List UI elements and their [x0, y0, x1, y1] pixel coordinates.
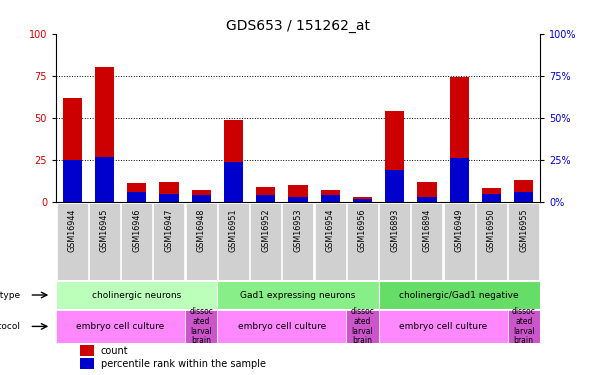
Text: GSM16944: GSM16944: [68, 208, 77, 252]
Text: protocol: protocol: [0, 322, 20, 331]
Text: dissoc
ated
larval
brain: dissoc ated larval brain: [189, 308, 213, 345]
FancyBboxPatch shape: [57, 203, 88, 280]
Text: percentile rank within the sample: percentile rank within the sample: [100, 358, 266, 369]
Text: cell type: cell type: [0, 291, 20, 300]
Bar: [80, 358, 94, 369]
Text: Gad1 expressing neurons: Gad1 expressing neurons: [240, 291, 356, 300]
Bar: [63, 160, 82, 202]
Bar: [353, 199, 372, 202]
Bar: [95, 68, 114, 202]
Bar: [289, 197, 307, 202]
FancyBboxPatch shape: [250, 203, 281, 280]
Text: cholinergic/Gad1 negative: cholinergic/Gad1 negative: [399, 291, 519, 300]
FancyBboxPatch shape: [314, 203, 346, 280]
Text: GSM16893: GSM16893: [390, 208, 399, 252]
Bar: [514, 180, 533, 202]
FancyBboxPatch shape: [411, 203, 442, 280]
Bar: [192, 190, 211, 202]
FancyBboxPatch shape: [186, 203, 217, 280]
FancyBboxPatch shape: [218, 203, 249, 280]
Bar: [95, 156, 114, 202]
Text: GSM16953: GSM16953: [293, 208, 303, 252]
FancyBboxPatch shape: [185, 310, 217, 343]
FancyBboxPatch shape: [217, 281, 379, 309]
Bar: [159, 182, 179, 202]
FancyBboxPatch shape: [89, 203, 120, 280]
Bar: [192, 195, 211, 202]
FancyBboxPatch shape: [508, 203, 539, 280]
Text: dissoc
ated
larval
brain: dissoc ated larval brain: [350, 308, 375, 345]
Bar: [417, 182, 437, 202]
Bar: [127, 192, 146, 202]
Text: cholinergic neurons: cholinergic neurons: [92, 291, 181, 300]
FancyBboxPatch shape: [283, 203, 313, 280]
FancyBboxPatch shape: [346, 310, 379, 343]
Text: GSM16952: GSM16952: [261, 208, 270, 252]
Text: GSM16954: GSM16954: [326, 208, 335, 252]
Bar: [417, 197, 437, 202]
Text: embryo cell culture: embryo cell culture: [399, 322, 487, 331]
Text: GSM16955: GSM16955: [519, 208, 528, 252]
Text: GSM16948: GSM16948: [196, 208, 206, 252]
Bar: [224, 162, 243, 202]
Text: GSM16951: GSM16951: [229, 208, 238, 252]
Text: GSM16950: GSM16950: [487, 208, 496, 252]
FancyBboxPatch shape: [379, 203, 410, 280]
Text: embryo cell culture: embryo cell culture: [77, 322, 165, 331]
Bar: [385, 111, 404, 202]
FancyBboxPatch shape: [121, 203, 152, 280]
Text: GSM16945: GSM16945: [100, 208, 109, 252]
FancyBboxPatch shape: [153, 203, 185, 280]
FancyBboxPatch shape: [56, 281, 217, 309]
Text: GSM16956: GSM16956: [358, 208, 367, 252]
Bar: [224, 120, 243, 202]
Bar: [353, 197, 372, 202]
Bar: [450, 158, 469, 202]
FancyBboxPatch shape: [379, 281, 540, 309]
FancyBboxPatch shape: [476, 203, 507, 280]
Bar: [385, 170, 404, 202]
Bar: [482, 194, 501, 202]
Text: GSM16949: GSM16949: [455, 208, 464, 252]
Title: GDS653 / 151262_at: GDS653 / 151262_at: [226, 19, 370, 33]
Text: embryo cell culture: embryo cell culture: [238, 322, 326, 331]
Bar: [256, 187, 276, 202]
Bar: [450, 78, 469, 202]
Bar: [320, 195, 340, 202]
FancyBboxPatch shape: [56, 310, 185, 343]
FancyBboxPatch shape: [347, 203, 378, 280]
FancyBboxPatch shape: [507, 310, 540, 343]
Text: GSM16947: GSM16947: [165, 208, 173, 252]
FancyBboxPatch shape: [444, 203, 475, 280]
Text: dissoc
ated
larval
brain: dissoc ated larval brain: [512, 308, 536, 345]
Bar: [514, 192, 533, 202]
Text: GSM16894: GSM16894: [422, 208, 431, 252]
Text: GSM16946: GSM16946: [132, 208, 141, 252]
Bar: [289, 185, 307, 202]
Bar: [256, 195, 276, 202]
Bar: [127, 183, 146, 202]
Text: count: count: [100, 345, 128, 355]
Bar: [320, 190, 340, 202]
Bar: [159, 194, 179, 202]
Bar: [482, 189, 501, 202]
Bar: [63, 98, 82, 202]
Bar: [80, 345, 94, 356]
FancyBboxPatch shape: [217, 310, 346, 343]
FancyBboxPatch shape: [379, 310, 507, 343]
